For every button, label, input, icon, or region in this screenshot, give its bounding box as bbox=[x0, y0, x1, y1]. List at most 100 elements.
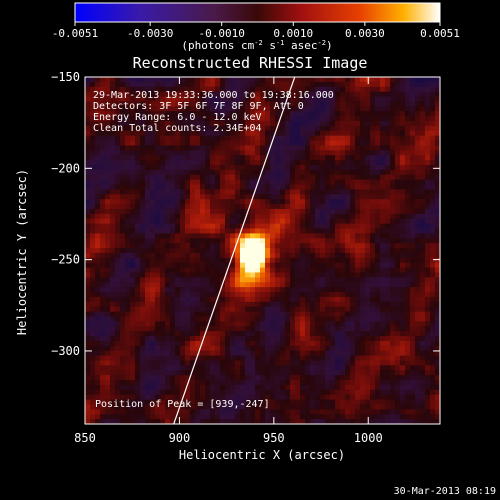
heatmap-cell bbox=[290, 150, 296, 156]
heatmap-cell bbox=[300, 125, 306, 132]
heatmap-cell bbox=[215, 326, 221, 332]
heatmap-cell bbox=[215, 311, 221, 317]
heatmap-cell bbox=[300, 243, 306, 249]
heatmap-cell bbox=[350, 174, 356, 181]
heatmap-cell bbox=[395, 375, 401, 381]
heatmap-cell bbox=[300, 135, 306, 141]
heatmap-cell bbox=[90, 370, 96, 376]
heatmap-cell bbox=[265, 404, 271, 410]
heatmap-cell bbox=[215, 277, 221, 283]
heatmap-cell bbox=[285, 360, 291, 366]
heatmap-cell bbox=[245, 218, 251, 225]
heatmap-cell bbox=[115, 389, 121, 396]
heatmap-cell bbox=[405, 287, 411, 293]
heatmap-cell bbox=[360, 399, 366, 405]
heatmap-cell bbox=[105, 160, 111, 166]
heatmap-cell bbox=[390, 414, 396, 420]
heatmap-cell bbox=[275, 370, 281, 376]
heatmap-cell bbox=[145, 248, 151, 254]
heatmap-cell bbox=[405, 120, 411, 127]
heatmap-cell bbox=[110, 252, 116, 259]
heatmap-cell bbox=[390, 292, 396, 298]
heatmap-cell bbox=[345, 287, 351, 293]
heatmap-cell bbox=[130, 223, 136, 229]
heatmap-cell bbox=[155, 384, 161, 391]
heatmap-cell bbox=[325, 252, 331, 259]
heatmap-cell bbox=[135, 120, 141, 127]
heatmap-cell bbox=[350, 272, 356, 278]
heatmap-cell bbox=[105, 316, 111, 322]
heatmap-cell bbox=[430, 179, 436, 185]
heatmap-cell bbox=[345, 321, 351, 327]
heatmap-cell bbox=[290, 179, 296, 185]
heatmap-cell bbox=[165, 81, 171, 88]
heatmap-cell bbox=[260, 184, 266, 190]
heatmap-cell bbox=[350, 86, 356, 93]
heatmap-cell bbox=[340, 360, 346, 366]
heatmap-cell bbox=[415, 350, 421, 356]
heatmap-cell bbox=[230, 248, 236, 254]
heatmap-cell bbox=[120, 194, 126, 200]
heatmap-cell bbox=[155, 277, 161, 283]
heatmap-cell bbox=[205, 301, 211, 308]
heatmap-cell bbox=[160, 169, 166, 176]
heatmap-cell bbox=[330, 384, 336, 391]
heatmap-cell bbox=[250, 81, 256, 88]
heatmap-cell bbox=[300, 277, 306, 283]
heatmap-cell bbox=[430, 409, 436, 415]
heatmap-cell bbox=[315, 243, 321, 249]
heatmap-cell bbox=[370, 375, 376, 381]
heatmap-cell bbox=[330, 252, 336, 259]
heatmap-cell bbox=[365, 164, 371, 171]
heatmap-cell bbox=[225, 140, 231, 146]
heatmap-cell bbox=[310, 340, 316, 347]
heatmap-cell bbox=[235, 272, 241, 278]
heatmap-cell bbox=[230, 218, 236, 225]
heatmap-cell bbox=[340, 296, 346, 303]
heatmap-cell bbox=[430, 311, 436, 317]
heatmap-cell bbox=[420, 101, 426, 107]
heatmap-cell bbox=[270, 252, 276, 259]
heatmap-cell bbox=[140, 345, 146, 352]
heatmap-cell bbox=[250, 106, 256, 112]
heatmap-cell bbox=[395, 262, 401, 269]
heatmap-cell bbox=[105, 355, 111, 361]
heatmap-cell bbox=[300, 419, 306, 424]
heatmap-cell bbox=[265, 316, 271, 322]
heatmap-cell bbox=[195, 248, 201, 254]
heatmap-cell bbox=[110, 389, 116, 396]
heatmap-cell bbox=[290, 155, 296, 161]
heatmap-cell bbox=[360, 340, 366, 347]
heatmap-cell bbox=[355, 321, 361, 327]
heatmap-cell bbox=[435, 125, 440, 132]
heatmap-cell bbox=[245, 316, 251, 322]
heatmap-cell bbox=[235, 243, 241, 249]
heatmap-cell bbox=[185, 243, 191, 249]
heatmap-cell bbox=[215, 301, 221, 308]
heatmap-cell bbox=[220, 336, 226, 342]
heatmap-cell bbox=[425, 184, 431, 190]
heatmap-cell bbox=[320, 81, 326, 88]
heatmap-cell bbox=[150, 218, 156, 225]
heatmap-cell bbox=[310, 375, 316, 381]
heatmap-cell bbox=[100, 218, 106, 225]
heatmap-cell bbox=[325, 223, 331, 229]
heatmap-cell bbox=[405, 213, 411, 220]
heatmap-cell bbox=[305, 101, 311, 107]
heatmap-cell bbox=[220, 101, 226, 107]
heatmap-cell bbox=[360, 365, 366, 371]
heatmap-cell bbox=[350, 96, 356, 102]
heatmap-cell bbox=[90, 174, 96, 181]
heatmap-cell bbox=[330, 96, 336, 102]
heatmap-cell bbox=[150, 194, 156, 200]
heatmap-cell bbox=[105, 409, 111, 415]
heatmap-cell bbox=[335, 277, 341, 283]
heatmap-cell bbox=[285, 179, 291, 185]
heatmap-cell bbox=[220, 380, 226, 386]
heatmap-cell bbox=[195, 130, 201, 137]
heatmap-cell bbox=[345, 199, 351, 205]
heatmap-cell bbox=[290, 257, 296, 264]
heatmap-cell bbox=[180, 336, 186, 342]
heatmap-cell bbox=[115, 267, 121, 273]
heatmap-cell bbox=[130, 267, 136, 273]
